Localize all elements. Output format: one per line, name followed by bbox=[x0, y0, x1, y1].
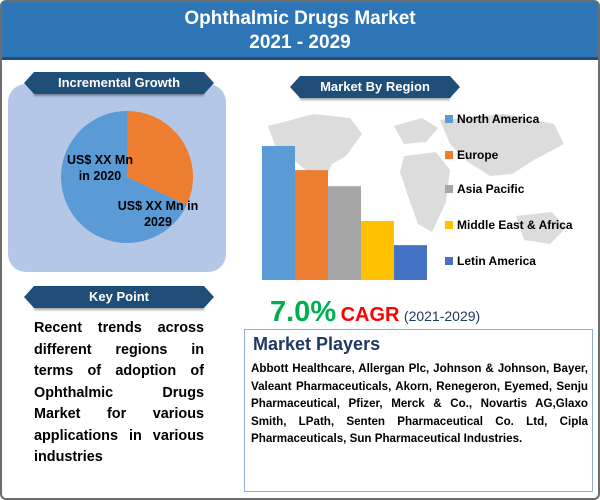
legend-swatch bbox=[445, 151, 453, 159]
pie-label-2029: US$ XX Mn in 2029 bbox=[117, 199, 199, 229]
header-banner: Ophthalmic Drugs Market 2021 - 2029 bbox=[2, 2, 598, 60]
market-players-box: Market Players Abbott Healthcare, Allerg… bbox=[244, 329, 593, 492]
key-point-text: Recent trends across different regions i… bbox=[34, 320, 204, 465]
market-players-list: Abbott Healthcare, Allergan Plc, Johnson… bbox=[251, 362, 588, 445]
cagr-value: 7.0% bbox=[270, 296, 337, 328]
legend-item: Asia Pacific bbox=[445, 182, 524, 196]
region-bar bbox=[328, 186, 361, 280]
region-bar bbox=[262, 146, 295, 280]
incremental-growth-heading: Incremental Growth bbox=[24, 72, 214, 94]
legend-item: Europe bbox=[445, 148, 498, 162]
cagr-period: (2021-2029) bbox=[403, 308, 481, 324]
pie-svg bbox=[61, 111, 193, 243]
pie-label-2020: US$ XX Mn in 2020 bbox=[67, 153, 133, 183]
region-bar bbox=[361, 221, 394, 280]
legend-swatch bbox=[445, 185, 453, 193]
legend-label: Asia Pacific bbox=[457, 182, 525, 196]
legend-label: Letin America bbox=[457, 254, 536, 268]
cagr-callout: 7.0% CAGR (2021-2029) bbox=[270, 296, 590, 329]
page-title: Ophthalmic Drugs Market bbox=[184, 8, 416, 29]
legend-label: Europe bbox=[457, 148, 499, 162]
legend-swatch bbox=[445, 221, 453, 229]
pie-slice bbox=[127, 111, 193, 206]
page-subtitle: 2021 - 2029 bbox=[249, 32, 351, 53]
pie-slice bbox=[61, 111, 187, 243]
market-players-title: Market Players bbox=[253, 334, 381, 354]
legend-item: Letin America bbox=[445, 254, 536, 268]
legend-label: Middle East & Africa bbox=[457, 218, 573, 232]
legend-item: North America bbox=[445, 112, 539, 126]
market-by-region-heading: Market By Region bbox=[290, 76, 460, 98]
cagr-label: CAGR bbox=[340, 304, 400, 326]
legend-swatch bbox=[445, 115, 453, 123]
region-bar bbox=[394, 245, 427, 280]
legend-swatch bbox=[445, 257, 453, 265]
growth-pie-chart bbox=[60, 110, 194, 244]
legend-item: Middle East & Africa bbox=[445, 218, 573, 232]
legend-label: North America bbox=[457, 112, 540, 126]
region-bar-chart bbox=[262, 146, 427, 280]
key-point-heading: Key Point bbox=[24, 286, 214, 308]
region-bar bbox=[295, 170, 328, 280]
